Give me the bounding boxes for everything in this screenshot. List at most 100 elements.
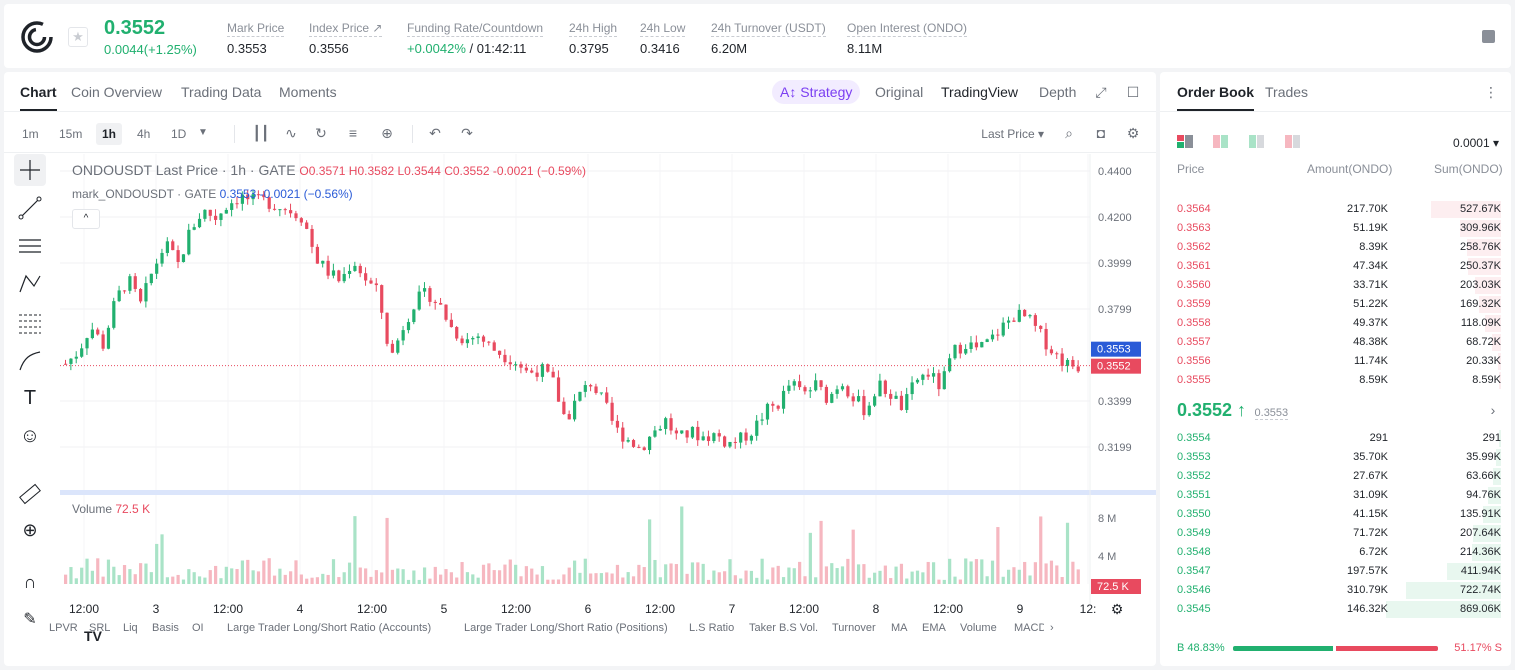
guide-book-icon[interactable] (1482, 30, 1495, 43)
ask-row[interactable]: 0.3561 47.34K 250.37K (1160, 257, 1511, 276)
horizontal-lines-icon[interactable] (14, 230, 46, 262)
indicator-liq[interactable]: Liq (123, 622, 138, 634)
more-icon[interactable]: ⋮ (1484, 84, 1498, 100)
bid-row[interactable]: 0.3546 310.79K 722.74K (1160, 581, 1511, 600)
emoji-icon[interactable]: ☺ (19, 425, 41, 447)
undo-icon[interactable]: ↶ (429, 125, 441, 141)
toolbar-divider (234, 125, 235, 143)
indicator-basis[interactable]: Basis (152, 622, 179, 634)
view-original[interactable]: Original (875, 84, 924, 100)
interval-1d[interactable]: 1D (171, 127, 187, 141)
bid-row[interactable]: 0.3545 146.32K 869.06K (1160, 600, 1511, 619)
exchange-logo[interactable] (20, 20, 54, 54)
trend-line-icon[interactable] (14, 192, 46, 224)
ask-row[interactable]: 0.3563 51.19K 309.96K (1160, 219, 1511, 238)
indicator-volume[interactable]: Volume (960, 622, 997, 634)
indicator-taker-bs-vol[interactable]: Taker B.S Vol. (749, 622, 819, 634)
ask-row[interactable]: 0.3560 33.71K 203.03K (1160, 276, 1511, 295)
camera-icon[interactable]: ◘ (1096, 125, 1106, 141)
tab-trades[interactable]: Trades (1265, 84, 1309, 100)
volume-bar (428, 578, 432, 584)
depth-bar (1430, 201, 1501, 218)
zoom-icon[interactable]: ⊕ (22, 520, 38, 540)
caret-down-icon[interactable]: ▼ (198, 127, 208, 138)
interval-4h[interactable]: 4h (137, 127, 151, 141)
stat-label[interactable]: Open Interest (ONDO) (847, 21, 968, 37)
candle-body (808, 390, 812, 392)
tab-chart[interactable]: Chart (20, 84, 57, 111)
stat-value: 6.20M (711, 41, 748, 56)
stat-label[interactable]: Funding Rate/Countdown (407, 21, 544, 37)
indicator-ma[interactable]: MA (891, 622, 908, 634)
add-icon[interactable]: ⊕ (381, 125, 393, 141)
candles-icon[interactable]: ┃┃ (252, 125, 270, 141)
indicator-large-trader-positions[interactable]: Large Trader Long/Short Ratio (Positions… (464, 622, 668, 634)
redo-icon[interactable]: ↷ (461, 125, 473, 141)
bid-row[interactable]: 0.3549 71.72K 207.64K (1160, 524, 1511, 543)
tab-moments[interactable]: Moments (279, 84, 337, 100)
ask-row[interactable]: 0.3559 51.22K 169.32K (1160, 295, 1511, 314)
tradingview-logo[interactable]: TV (78, 624, 108, 648)
stat-label[interactable]: Index Price ↗ (309, 21, 383, 37)
tab-order-book[interactable]: Order Book (1177, 84, 1255, 111)
gear-icon[interactable]: ⚙ (1126, 125, 1140, 141)
text-icon[interactable]: T (23, 387, 37, 409)
crosshair-icon[interactable] (14, 154, 46, 186)
bid-row[interactable]: 0.3547 197.57K 411.94K (1160, 562, 1511, 581)
indicator-large-trader-accounts[interactable]: Large Trader Long/Short Ratio (Accounts) (227, 622, 432, 634)
collapse-legend-button[interactable]: ^ (72, 209, 100, 229)
magnet-icon[interactable]: ∩ (23, 572, 37, 592)
search-icon[interactable]: ⌕ (1065, 125, 1073, 141)
price-type-select[interactable]: Last Price ▾ (981, 127, 1044, 141)
strategy-button[interactable]: A↕ Strategy (772, 80, 861, 104)
interval-1h[interactable]: 1h (96, 123, 123, 145)
ask-row[interactable]: 0.3558 49.37K 118.09K (1160, 314, 1511, 333)
price-chart[interactable]: 0.4400 0.4200 0.3999 0.3799 0.3399 0.3199 8 M 4… (60, 154, 1156, 666)
indicators-icon[interactable]: ∿ (285, 125, 297, 141)
tab-trading-data[interactable]: Trading Data (181, 84, 262, 100)
indicator-ema[interactable]: EMA (922, 622, 946, 634)
fullscreen-icon[interactable]: ☐ (1126, 84, 1140, 100)
brush-icon[interactable] (14, 344, 46, 376)
bid-row[interactable]: 0.3554 291 291 (1160, 429, 1511, 448)
ruler-icon[interactable] (14, 478, 46, 510)
replay-icon[interactable]: ↻ (315, 125, 327, 141)
interval-1m[interactable]: 1m (22, 127, 39, 141)
view-tradingview[interactable]: TradingView (941, 84, 1019, 100)
candle-body (165, 241, 169, 253)
bid-row[interactable]: 0.3548 6.72K 214.36K (1160, 543, 1511, 562)
pencil-icon[interactable]: ✎ (23, 611, 37, 628)
volume-bar (128, 569, 132, 584)
chevron-right-icon[interactable]: › (1050, 622, 1054, 634)
fib-icon[interactable] (14, 306, 46, 338)
tab-coin-overview[interactable]: Coin Overview (71, 84, 163, 100)
favorite-star-icon[interactable]: ★ (68, 27, 88, 47)
templates-icon[interactable]: ≡ (348, 125, 358, 141)
indicator-oi[interactable]: OI (192, 622, 204, 634)
row-price: 0.3564 (1177, 203, 1211, 215)
indicator-ls-ratio[interactable]: L.S Ratio (689, 622, 735, 634)
bid-row[interactable]: 0.3550 41.15K 135.91K (1160, 505, 1511, 524)
bid-row[interactable]: 0.3553 35.70K 35.99K (1160, 448, 1511, 467)
indicator-turnover[interactable]: Turnover (832, 622, 876, 634)
bid-row[interactable]: 0.3552 27.67K 63.66K (1160, 467, 1511, 486)
bid-row[interactable]: 0.3551 31.09K 94.76K (1160, 486, 1511, 505)
ask-row[interactable]: 0.3555 8.59K 8.59K (1160, 371, 1511, 390)
indicator-lpvr[interactable]: LPVR (49, 622, 78, 634)
ask-row[interactable]: 0.3562 8.39K 258.76K (1160, 238, 1511, 257)
expand-icon[interactable]: ⤢ (1095, 84, 1107, 100)
volume-bar (642, 567, 646, 584)
pattern-icon[interactable] (14, 268, 46, 300)
mid-price[interactable]: 0.3552 ↑ 0.3553 (1177, 400, 1289, 421)
indicator-macd[interactable]: MACD (1014, 622, 1044, 634)
ask-row[interactable]: 0.3564 217.70K 527.67K (1160, 200, 1511, 219)
candle-body (85, 338, 89, 349)
chevron-right-icon[interactable]: › (1490, 402, 1496, 418)
ask-row[interactable]: 0.3557 48.38K 68.72K (1160, 333, 1511, 352)
precision-select[interactable]: 0.0001 ▾ (1452, 136, 1499, 150)
ask-row[interactable]: 0.3556 11.74K 20.33K (1160, 352, 1511, 371)
indicator-srl[interactable]: SRL (89, 622, 111, 634)
stat-label[interactable]: Mark Price (227, 21, 285, 37)
view-depth[interactable]: Depth (1039, 84, 1077, 100)
interval-15m[interactable]: 15m (59, 127, 83, 141)
